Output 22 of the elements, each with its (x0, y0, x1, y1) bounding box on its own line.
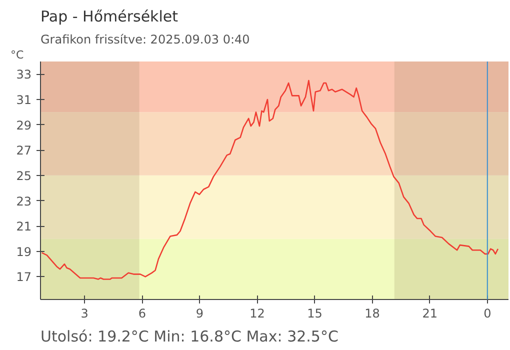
y-tick-label: 21 (16, 220, 32, 234)
x-tick-label: 15 (307, 306, 322, 320)
y-tick-label: 33 (16, 68, 32, 82)
y-axis-title: °C (10, 48, 24, 62)
y-tick-label: 19 (16, 244, 32, 259)
x-tick-label: 21 (422, 306, 438, 320)
chart-subtitle: Grafikon frissítve: 2025.09.03 0:40 (40, 32, 250, 46)
x-tick-label: 9 (196, 306, 204, 320)
y-tick-label: 27 (16, 144, 32, 158)
y-tick-label: 25 (16, 168, 32, 183)
y-tick-label: 23 (16, 194, 32, 208)
chart-title: Pap - Hőmérséklet (40, 8, 178, 26)
y-tick-label: 29 (16, 118, 32, 132)
y-tick-label: 31 (16, 92, 32, 107)
x-tick-label: 3 (80, 306, 88, 320)
x-tick-label: 12 (250, 306, 265, 320)
x-tick-label: 6 (138, 306, 146, 320)
line-series (41, 80, 499, 280)
y-tick-label: 17 (16, 270, 32, 284)
x-tick-label: 0 (484, 306, 492, 320)
x-tick-label: 18 (364, 306, 380, 320)
text: Utolsó: 19.2°C Min: 16.8°C Max: 32.5°C (40, 328, 338, 346)
